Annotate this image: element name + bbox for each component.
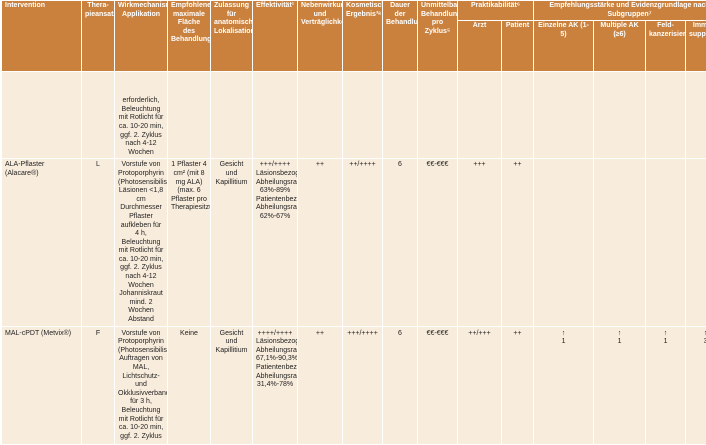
evidence-level: 1 [562,338,566,345]
header-immunsuppression: Immun-suppression [686,21,706,72]
header-praktikabilitaet: Praktikabilität⁶ [458,1,534,21]
recommendation-arrow-icon: ↑ [649,330,682,338]
cell-zulassung: Gesicht und Kapillitium [211,326,253,444]
cell-patient: ++ [502,326,534,444]
cell-nebenwirkungen: ++ [298,159,343,326]
cell-therapieansatz: L [82,159,115,326]
evidence-level: 1 [664,338,668,345]
recommendation-arrow-icon: ↑ [689,330,706,338]
header-dauer: Dauer der Behandlung⁴ [383,1,418,72]
recommendation-arrow-icon: ↑ [537,330,590,338]
cell-immunsuppression [686,159,706,326]
cell-arzt: +++ [458,159,502,326]
header-feldkanzerisierung: Feld-kanzerisierung [646,21,686,72]
header-empfehlung: Empfehlungsstärke und Evidenzgrundlage n… [534,1,706,21]
cell-flaeche: 1 Pflaster 4 cm² (mit 8 mg ALA) (max. 6 … [168,159,211,326]
cell-einzelne-ak: ↑ 1 [534,326,594,444]
header-zulassung: Zulassung für anatomische Lokalisationen [211,1,253,72]
cell-kosmetik: ++/++++ [343,159,383,326]
cell-flaeche: Keine [168,326,211,444]
cell-intervention: MAL-cPDT (Metvix®) [2,326,82,444]
cell-kosten: €€-€€€ [418,159,458,326]
cell-multiple-ak [594,159,646,326]
header-arzt: Arzt [458,21,502,72]
header-flaeche: Empfohlene maximale Fläche des Behandlun… [168,1,211,72]
table-row-ala-pflaster: ALA-Pflaster (Alacare®) L Vorstufe von P… [2,159,706,326]
evidence-level: 1 [618,338,622,345]
header-multiple-ak: Multiple AK (≥6) [594,21,646,72]
cell-nebenwirkungen: ++ [298,326,343,444]
cell-effektivitaet: +++/++++ Läsionsbezogene Abheilungsrate:… [253,159,298,326]
table-row-mal-cpdt: MAL-cPDT (Metvix®) F Vorstufe von Protop… [2,326,706,444]
recommendation-arrow-icon: ↑ [597,330,642,338]
header-kosten: Unmittelbare Behandlungskosten pro Zyklu… [418,1,458,72]
header-kosmetik: Kosmetisches Ergebnis³ᵃ [343,1,383,72]
cell-wirkmechanismus: Vorstufe von Protoporphyrin (Photosensib… [115,326,168,444]
cell-kosmetik: +++/++++ [343,326,383,444]
cell-dauer: 6 [383,326,418,444]
cell-wirkmechanismus: erforderlich, Beleuchtung mit Rotlicht f… [118,97,164,157]
cell-arzt: ++/+++ [458,326,502,444]
cell-effektivitaet: ++++/++++ Läsionsbezogene Abheilungsrate… [253,326,298,444]
header-einzelne-ak: Einzelne AK (1-5) [534,21,594,72]
cell-zulassung: Gesicht und Kapillitium [211,159,253,326]
cell-multiple-ak: ↑ 1 [594,326,646,444]
header-therapieansatz: Thera­pieansatz [82,1,115,72]
header-wirkmechanismus: Wirkmechanismus Applikation [115,1,168,72]
cell-feldkanzerisierung [646,159,686,326]
header-row-1: Intervention Thera­pieansatz Wirkmechani… [2,1,706,21]
cell-einzelne-ak [534,159,594,326]
cell-feldkanzerisierung: ↑ 1 [646,326,686,444]
cell-immunsuppression: ↑ 3 [686,326,706,444]
cell-wirkmechanismus: Vorstufe von Protoporphyrin (Photosensib… [115,159,168,326]
header-intervention: Intervention [2,1,82,72]
header-effektivitaet: Effektivität¹ [253,1,298,72]
cell-kosten: €€-€€€ [418,326,458,444]
cell-therapieansatz: F [82,326,115,444]
table-row-continuation: erforderlich, Beleuchtung mit Rotlicht f… [2,72,706,159]
cell-dauer: 6 [383,159,418,326]
cell-intervention: ALA-Pflaster (Alacare®) [2,159,82,326]
header-patient: Patient [502,21,534,72]
cell-patient: ++ [502,159,534,326]
header-nebenwirkungen: Nebenwirkungen und Verträglichkeit² [298,1,343,72]
